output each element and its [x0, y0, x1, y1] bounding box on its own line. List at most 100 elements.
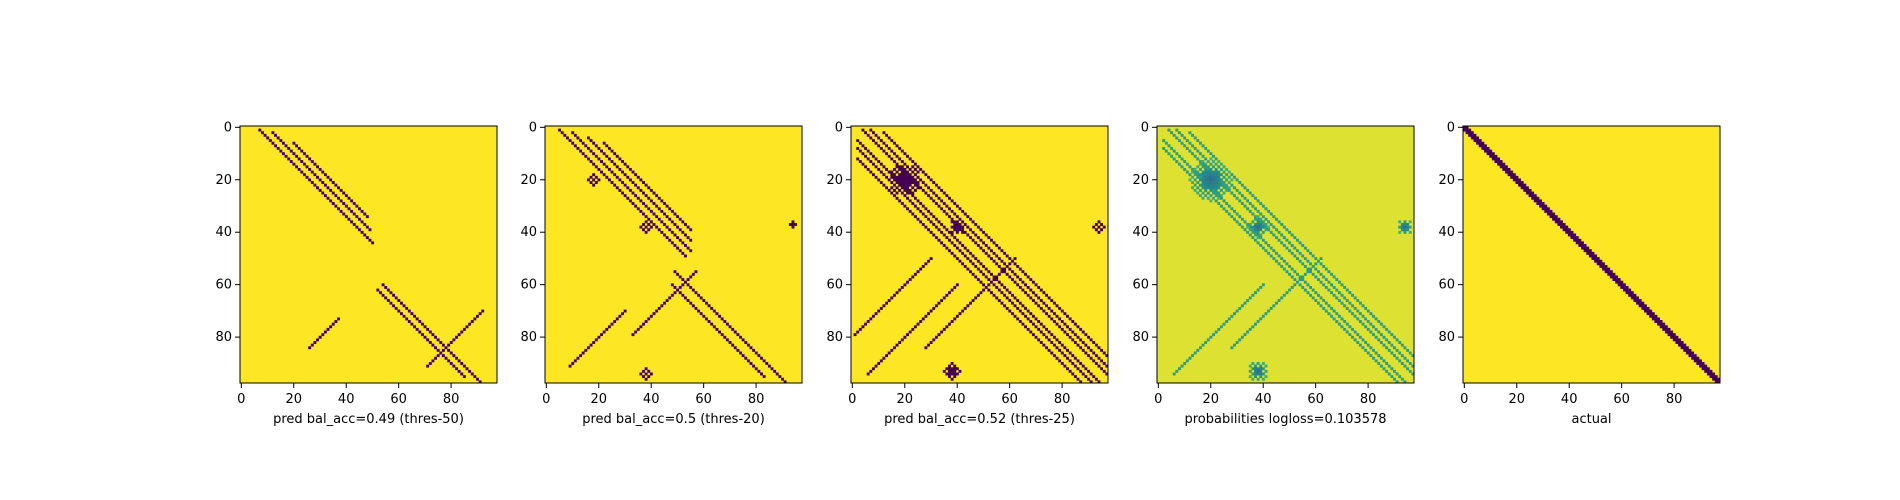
heatmap-cell [663, 223, 666, 226]
heatmap-cell [1636, 299, 1639, 302]
heatmap-cell [1515, 178, 1519, 182]
heatmap-cell [929, 212, 933, 216]
heatmap-cell [1097, 230, 1101, 234]
heatmap-cell [1212, 191, 1215, 195]
heatmap-cell [1055, 356, 1059, 360]
heatmap-cell [765, 362, 769, 365]
heatmap-cell [921, 170, 925, 174]
heatmap-cell [924, 183, 928, 187]
heatmap-cell [1340, 317, 1344, 321]
heatmap-cell [1063, 330, 1067, 334]
heatmap-cell [1298, 259, 1302, 263]
heatmap-cell [1066, 367, 1069, 371]
heatmap-cell [465, 367, 469, 371]
heatmap-cell [1311, 296, 1315, 300]
heatmap-cell [1060, 343, 1064, 347]
heatmap-cell [1204, 178, 1208, 182]
heatmap-cell [900, 175, 904, 179]
y-tick-label: 40 [826, 225, 843, 240]
heatmap-cell [605, 175, 609, 179]
heatmap-cell [733, 346, 737, 350]
heatmap-cell [1604, 267, 1608, 271]
heatmap-cell [1209, 186, 1213, 190]
heatmap-cell [300, 149, 304, 153]
heatmap-cell [1662, 325, 1666, 329]
heatmap-cell [762, 375, 766, 379]
heatmap-cell [1024, 283, 1027, 287]
heatmap-cell [1198, 346, 1202, 350]
heatmap-cell [1162, 139, 1166, 143]
heatmap-cell [318, 188, 322, 192]
heatmap-cell [1311, 288, 1315, 292]
heatmap-cell [929, 257, 933, 261]
heatmap-cell [329, 199, 333, 203]
heatmap-cell [1398, 220, 1402, 224]
heatmap-cell [455, 335, 458, 339]
heatmap-cell [1408, 351, 1412, 355]
heatmap-cell [1052, 343, 1056, 347]
heatmap-cell [969, 301, 972, 305]
heatmap-cell [636, 207, 640, 211]
heatmap-cell [292, 162, 296, 166]
heatmap-cell [434, 346, 437, 350]
heatmap-cell [921, 188, 925, 192]
heatmap-cell [953, 212, 957, 216]
heatmap-cell [1533, 199, 1537, 203]
heatmap-cell [1693, 356, 1697, 360]
heatmap-cell [631, 170, 635, 174]
heatmap-cell [573, 359, 577, 363]
heatmap-cell [913, 325, 917, 329]
heatmap-cell [1625, 291, 1629, 295]
heatmap-cell [1209, 188, 1213, 192]
heatmap-cell [1348, 301, 1352, 305]
heatmap-cell [1288, 230, 1292, 234]
heatmap-cell [452, 364, 456, 368]
heatmap-cell [1238, 306, 1242, 310]
heatmap-cell [1351, 327, 1354, 331]
heatmap-cell [1651, 317, 1655, 321]
heatmap-cell [1193, 351, 1197, 355]
heatmap-cell [1374, 317, 1378, 321]
heatmap-cell [1066, 314, 1069, 318]
heatmap-cell [592, 178, 596, 182]
heatmap-cell [1672, 335, 1676, 339]
heatmap-cell [1175, 152, 1179, 156]
heatmap-cell [1204, 341, 1208, 344]
heatmap-cell [1055, 304, 1059, 308]
heatmap-cell [1037, 304, 1041, 308]
heatmap-cell [476, 377, 479, 381]
heatmap-cell [916, 199, 920, 203]
heatmap-cell [1100, 223, 1104, 226]
heatmap-cell [1364, 306, 1368, 310]
heatmap-cell [953, 317, 957, 321]
heatmap-cell [1395, 380, 1399, 384]
heatmap-cell [602, 162, 606, 166]
heatmap-cell [1000, 249, 1004, 253]
heatmap-cell [1209, 175, 1213, 179]
heatmap-cell [268, 139, 272, 143]
heatmap-cell [1254, 367, 1257, 371]
heatmap-cell [1387, 330, 1391, 334]
heatmap-cell [339, 209, 343, 213]
heatmap-cell [644, 215, 648, 219]
heatmap-cell [1180, 141, 1184, 145]
heatmap-cell [1633, 293, 1637, 297]
heatmap-cell [386, 288, 390, 292]
heatmap-cell [1008, 257, 1012, 261]
heatmap-cell [1641, 304, 1645, 308]
heatmap-cell [618, 178, 622, 182]
heatmap-cell [1204, 170, 1208, 174]
heatmap-cell [1523, 186, 1527, 190]
heatmap-cell [652, 223, 656, 226]
heatmap-cell [1055, 346, 1059, 350]
heatmap-cell [1301, 244, 1305, 247]
heatmap-cell [287, 146, 291, 150]
heatmap-cell [916, 217, 920, 221]
heatmap-cell [929, 341, 933, 344]
heatmap-cell [879, 162, 883, 166]
heatmap-cell [668, 228, 672, 232]
heatmap-cell [1275, 301, 1278, 305]
heatmap-cell [576, 136, 580, 140]
heatmap-cell [1400, 343, 1404, 347]
heatmap-cell [1390, 351, 1394, 355]
